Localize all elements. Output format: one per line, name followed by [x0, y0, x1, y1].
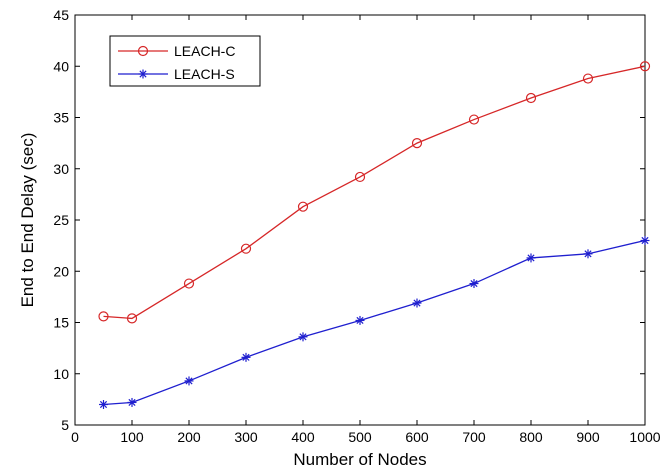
data-point — [297, 201, 309, 212]
legend-entry: LEACH-C — [118, 43, 235, 59]
x-tick-label: 600 — [405, 429, 429, 445]
series-leach-c — [98, 61, 651, 324]
legend-entry: LEACH-S — [118, 66, 235, 82]
data-point — [582, 73, 594, 84]
x-tick-label: 1000 — [629, 429, 660, 445]
data-point — [126, 313, 138, 324]
data-point — [525, 92, 537, 104]
series-layer — [98, 61, 651, 409]
data-point — [526, 253, 536, 263]
data-point — [640, 236, 650, 245]
y-tick-label: 10 — [53, 366, 69, 382]
y-tick-label: 35 — [53, 110, 69, 126]
data-point — [240, 243, 252, 254]
x-tick-label: 700 — [462, 429, 486, 445]
data-point — [184, 376, 194, 386]
legend-box — [109, 35, 261, 87]
y-axis-title: End to End Delay (sec) — [18, 133, 37, 308]
series-line — [103, 65, 646, 320]
data-point — [355, 315, 365, 325]
legend: LEACH-C LEACH-S — [109, 35, 261, 87]
legend-marker — [138, 69, 148, 79]
x-tick-label: 900 — [576, 429, 600, 445]
legend-marker — [137, 45, 149, 57]
data-point — [639, 61, 651, 72]
data-point — [468, 114, 480, 125]
y-tick-label: 40 — [53, 58, 69, 74]
data-point — [469, 279, 479, 289]
data-point — [183, 278, 195, 289]
y-axis-ticks: 5 10 15 20 25 30 35 40 45 — [53, 7, 645, 433]
x-axis-title: Number of Nodes — [293, 450, 426, 469]
x-tick-label: 500 — [348, 429, 372, 445]
data-point — [583, 249, 593, 259]
data-point — [241, 352, 251, 362]
data-point — [98, 311, 109, 322]
y-tick-label: 15 — [53, 315, 69, 331]
series-leach-s — [99, 236, 650, 409]
x-tick-label: 800 — [519, 429, 543, 445]
data-point — [127, 397, 137, 407]
y-tick-label: 20 — [53, 263, 69, 279]
x-tick-label: 200 — [177, 429, 201, 445]
x-tick-label: 0 — [71, 429, 79, 445]
y-tick-label: 30 — [53, 161, 69, 177]
x-tick-label: 100 — [120, 429, 144, 445]
data-point — [411, 138, 423, 149]
legend-label: LEACH-S — [174, 66, 235, 82]
y-tick-label: 25 — [53, 212, 69, 228]
data-point — [99, 400, 108, 409]
y-tick-label: 45 — [53, 7, 69, 23]
x-axis-ticks: 0 100 200 300 400 500 600 700 800 900 1000 — [71, 15, 661, 445]
x-tick-label: 300 — [234, 429, 258, 445]
x-tick-label: 400 — [291, 429, 315, 445]
legend-label: LEACH-C — [174, 43, 235, 59]
y-tick-label: 5 — [61, 417, 69, 433]
data-point — [298, 332, 308, 342]
data-point — [354, 171, 366, 183]
data-point — [412, 298, 422, 308]
